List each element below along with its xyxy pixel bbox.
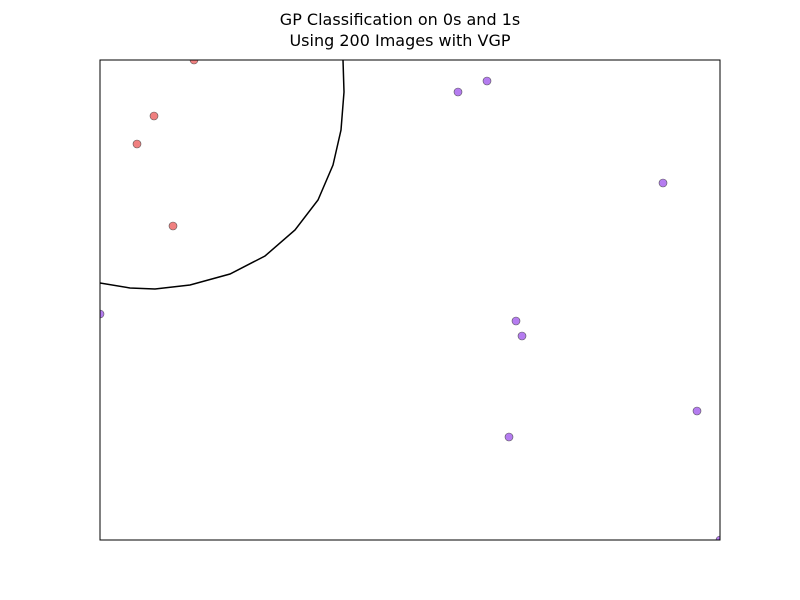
data-point-series-1-6 — [504, 432, 514, 442]
data-point-series-0-1 — [149, 111, 159, 121]
data-point-series-0-0 — [189, 60, 199, 65]
plot-area — [99, 59, 721, 541]
decision-boundary — [100, 60, 345, 290]
data-point-series-0-3 — [168, 221, 178, 231]
data-points — [100, 60, 720, 540]
data-point-series-1-0 — [482, 76, 492, 86]
plot-frame — [99, 59, 721, 541]
data-point-series-1-4 — [517, 331, 527, 341]
data-point-series-1-1 — [453, 87, 463, 97]
data-point-series-1-2 — [658, 178, 668, 188]
chart-title-line-2: Using 200 Images with VGP — [289, 31, 511, 50]
data-point-series-0-2 — [132, 139, 142, 149]
data-point-series-1-8 — [715, 535, 720, 540]
data-point-series-1-7 — [100, 309, 105, 319]
chart-title-line-1: GP Classification on 0s and 1s — [279, 10, 521, 29]
data-point-series-1-5 — [692, 406, 702, 416]
data-point-series-1-3 — [511, 316, 521, 326]
